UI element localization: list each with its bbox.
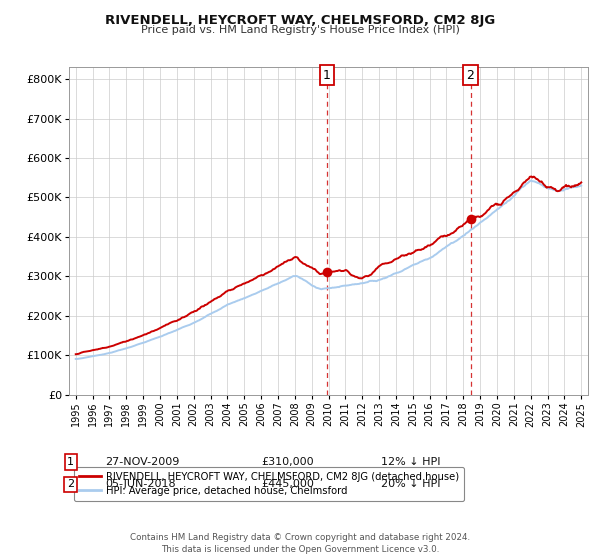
Text: 12% ↓ HPI: 12% ↓ HPI	[381, 457, 440, 467]
Text: £445,000: £445,000	[261, 479, 314, 489]
Text: 05-JUN-2018: 05-JUN-2018	[105, 479, 176, 489]
Text: Contains HM Land Registry data © Crown copyright and database right 2024.
This d: Contains HM Land Registry data © Crown c…	[130, 533, 470, 554]
Text: Price paid vs. HM Land Registry's House Price Index (HPI): Price paid vs. HM Land Registry's House …	[140, 25, 460, 35]
Text: 1: 1	[67, 457, 74, 467]
Legend: RIVENDELL, HEYCROFT WAY, CHELMSFORD, CM2 8JG (detached house), HPI: Average pric: RIVENDELL, HEYCROFT WAY, CHELMSFORD, CM2…	[74, 467, 464, 501]
Text: 2: 2	[67, 479, 74, 489]
Text: 2: 2	[467, 69, 475, 82]
Text: £310,000: £310,000	[261, 457, 314, 467]
Text: 20% ↓ HPI: 20% ↓ HPI	[381, 479, 440, 489]
Text: 27-NOV-2009: 27-NOV-2009	[105, 457, 179, 467]
Text: RIVENDELL, HEYCROFT WAY, CHELMSFORD, CM2 8JG: RIVENDELL, HEYCROFT WAY, CHELMSFORD, CM2…	[105, 14, 495, 27]
Text: 1: 1	[323, 69, 331, 82]
